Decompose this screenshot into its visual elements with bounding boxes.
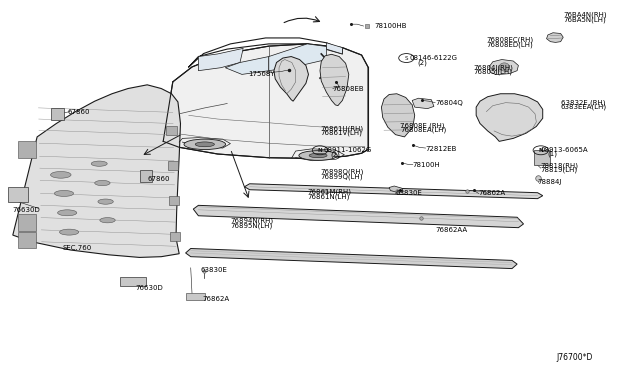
Bar bbox=[168, 161, 178, 170]
Text: 08913-6065A: 08913-6065A bbox=[541, 147, 588, 153]
Text: 76808E (RH): 76808E (RH) bbox=[400, 122, 445, 129]
Text: 78819(LH): 78819(LH) bbox=[541, 167, 578, 173]
Text: 76808EC(RH): 76808EC(RH) bbox=[486, 36, 534, 43]
Text: 76808ED(LH): 76808ED(LH) bbox=[486, 41, 533, 48]
Ellipse shape bbox=[60, 229, 79, 235]
Text: 76808EA(LH): 76808EA(LH) bbox=[400, 126, 446, 133]
Polygon shape bbox=[381, 94, 415, 137]
Polygon shape bbox=[320, 54, 349, 106]
Text: 76805J(LH): 76805J(LH) bbox=[474, 69, 513, 76]
Text: 72812EB: 72812EB bbox=[426, 146, 457, 152]
Text: 67860: 67860 bbox=[67, 109, 90, 115]
Text: 76861V(LH): 76861V(LH) bbox=[320, 129, 362, 136]
Ellipse shape bbox=[100, 218, 115, 223]
Bar bbox=[169, 196, 179, 205]
Text: 76BA5N(LH): 76BA5N(LH) bbox=[563, 16, 606, 23]
Polygon shape bbox=[547, 33, 563, 42]
Polygon shape bbox=[412, 98, 434, 109]
Ellipse shape bbox=[51, 171, 71, 178]
Text: 76808EB: 76808EB bbox=[333, 86, 364, 92]
Polygon shape bbox=[489, 60, 518, 74]
Bar bbox=[18, 232, 36, 248]
Text: 63830E: 63830E bbox=[200, 267, 227, 273]
Text: 78100H: 78100H bbox=[413, 162, 440, 168]
Text: 76861N(LH): 76861N(LH) bbox=[307, 193, 349, 200]
Text: 67860: 67860 bbox=[147, 176, 170, 182]
Bar bbox=[534, 150, 550, 165]
Text: 63830E: 63830E bbox=[396, 190, 422, 196]
Ellipse shape bbox=[95, 180, 110, 186]
Text: 76630D: 76630D bbox=[136, 285, 163, 291]
Ellipse shape bbox=[195, 142, 214, 147]
Bar bbox=[166, 126, 177, 135]
Ellipse shape bbox=[299, 151, 337, 160]
Text: 76804Q: 76804Q bbox=[435, 100, 463, 106]
Ellipse shape bbox=[184, 139, 226, 150]
Ellipse shape bbox=[58, 210, 77, 216]
Polygon shape bbox=[389, 186, 403, 193]
Text: 17568Y: 17568Y bbox=[248, 71, 275, 77]
Ellipse shape bbox=[54, 190, 74, 196]
Polygon shape bbox=[198, 48, 243, 71]
Polygon shape bbox=[13, 85, 180, 257]
Polygon shape bbox=[244, 184, 543, 199]
Bar bbox=[18, 141, 36, 158]
Text: 08146-6122G: 08146-6122G bbox=[410, 55, 458, 61]
Polygon shape bbox=[225, 57, 269, 74]
Text: J76700*D: J76700*D bbox=[557, 353, 593, 362]
Bar bbox=[170, 232, 180, 241]
Text: (2): (2) bbox=[417, 60, 427, 66]
Ellipse shape bbox=[98, 199, 113, 204]
Text: 76894N(RH): 76894N(RH) bbox=[230, 218, 273, 224]
Text: (2): (2) bbox=[330, 151, 340, 158]
Polygon shape bbox=[269, 44, 326, 71]
Polygon shape bbox=[326, 43, 342, 54]
Text: 76804J(RH): 76804J(RH) bbox=[474, 64, 513, 71]
Text: 78818(RH): 78818(RH) bbox=[541, 162, 579, 169]
Text: 76862A: 76862A bbox=[479, 190, 506, 196]
Text: 78884J: 78884J bbox=[538, 179, 562, 185]
Bar bbox=[8, 187, 28, 202]
Text: 76862A: 76862A bbox=[202, 296, 229, 302]
Polygon shape bbox=[186, 248, 517, 269]
Bar bbox=[51, 108, 64, 120]
Text: 76861U(RH): 76861U(RH) bbox=[320, 125, 363, 132]
Text: 76898Q(RH): 76898Q(RH) bbox=[320, 169, 364, 176]
Text: 08911-1062G: 08911-1062G bbox=[323, 147, 371, 153]
Text: N: N bbox=[317, 148, 323, 153]
Text: 76899Q(LH): 76899Q(LH) bbox=[320, 173, 362, 180]
Text: 76862AA: 76862AA bbox=[435, 227, 467, 233]
Text: N: N bbox=[538, 148, 543, 153]
Text: S: S bbox=[404, 55, 408, 61]
Polygon shape bbox=[274, 57, 308, 101]
Bar bbox=[140, 170, 152, 182]
Text: 63832E (RH): 63832E (RH) bbox=[561, 99, 605, 106]
Polygon shape bbox=[476, 94, 543, 141]
Ellipse shape bbox=[92, 161, 108, 166]
Bar bbox=[18, 214, 36, 231]
Polygon shape bbox=[193, 205, 524, 228]
Ellipse shape bbox=[309, 153, 327, 158]
Text: 76861M(RH): 76861M(RH) bbox=[307, 189, 351, 195]
Polygon shape bbox=[163, 44, 368, 158]
Bar bbox=[186, 293, 205, 300]
Text: 76895N(LH): 76895N(LH) bbox=[230, 222, 273, 229]
Text: (1): (1) bbox=[548, 151, 558, 157]
Text: 6383EEA(LH): 6383EEA(LH) bbox=[561, 104, 607, 110]
Bar bbox=[120, 277, 146, 286]
Text: 78100HB: 78100HB bbox=[374, 23, 407, 29]
Text: SEC.760: SEC.760 bbox=[63, 246, 92, 251]
Ellipse shape bbox=[499, 63, 509, 71]
Text: 76630D: 76630D bbox=[13, 207, 40, 213]
Text: 76BA4N(RH): 76BA4N(RH) bbox=[563, 12, 607, 18]
